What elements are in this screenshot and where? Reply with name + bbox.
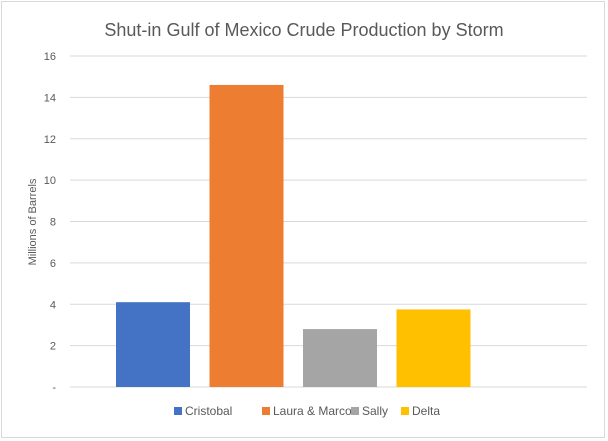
y-tick-label: 16 (44, 51, 56, 63)
y-tick-label: - (52, 382, 56, 394)
legend-swatch (401, 407, 409, 415)
legend-swatch (174, 407, 182, 415)
legend-label: Sally (362, 404, 388, 418)
y-axis-ticks: - 2 4 6 8 10 12 14 16 (44, 51, 57, 394)
legend-label: Cristobal (185, 404, 232, 418)
y-tick-label: 14 (44, 92, 56, 104)
legend-label: Delta (412, 404, 440, 418)
chart-title: Shut-in Gulf of Mexico Crude Production … (104, 20, 503, 40)
y-tick-label: 12 (44, 134, 56, 146)
y-tick-label: 8 (50, 217, 56, 229)
legend-swatch (262, 407, 270, 415)
legend-swatch (351, 407, 359, 415)
bar-laura-marco (209, 84, 284, 388)
y-tick-label: 4 (50, 299, 56, 311)
bar-delta (396, 309, 471, 387)
y-tick-label: 6 (50, 258, 56, 270)
y-axis-label: Millions of Barrels (27, 178, 39, 265)
bar-sally (303, 329, 377, 387)
bar-cristobal (116, 302, 190, 387)
bars (116, 84, 471, 388)
legend: Cristobal Laura & Marco Sally Delta (174, 404, 440, 418)
y-tick-label: 2 (50, 341, 56, 353)
y-tick-label: 10 (44, 175, 56, 187)
legend-label: Laura & Marco (273, 404, 352, 418)
